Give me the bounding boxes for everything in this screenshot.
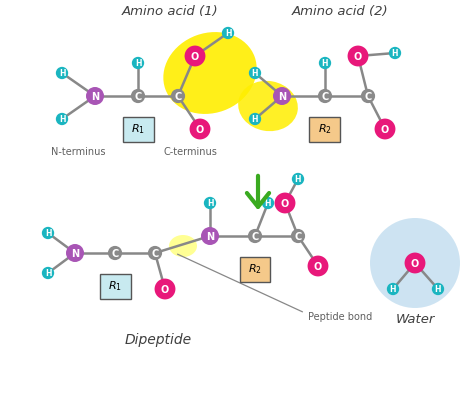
- Circle shape: [389, 48, 401, 60]
- Text: N-terminus: N-terminus: [51, 147, 105, 157]
- Circle shape: [42, 227, 54, 239]
- Text: O: O: [381, 125, 389, 135]
- Text: O: O: [196, 125, 204, 135]
- Circle shape: [370, 219, 460, 308]
- Text: H: H: [390, 285, 396, 294]
- Ellipse shape: [164, 33, 257, 115]
- Text: H: H: [252, 69, 258, 78]
- Text: H: H: [207, 199, 213, 208]
- Circle shape: [273, 88, 291, 106]
- Text: C: C: [321, 92, 328, 102]
- Text: Water: Water: [395, 313, 435, 326]
- Text: Amino acid (1): Amino acid (1): [122, 6, 219, 18]
- Circle shape: [347, 47, 368, 67]
- Circle shape: [432, 283, 444, 296]
- Circle shape: [292, 173, 304, 186]
- Circle shape: [171, 90, 185, 104]
- FancyBboxPatch shape: [310, 117, 340, 142]
- Text: O: O: [314, 261, 322, 271]
- Ellipse shape: [238, 82, 298, 132]
- Circle shape: [131, 90, 145, 104]
- Circle shape: [155, 279, 175, 300]
- Circle shape: [56, 68, 68, 80]
- Text: C-terminus: C-terminus: [163, 147, 217, 157]
- Circle shape: [66, 244, 84, 262]
- Text: H: H: [392, 49, 398, 59]
- Text: O: O: [354, 52, 362, 62]
- Circle shape: [201, 227, 219, 245]
- Text: N: N: [91, 92, 99, 102]
- Text: H: H: [59, 69, 65, 78]
- Text: $R_2$: $R_2$: [318, 122, 332, 136]
- Text: N: N: [278, 92, 286, 102]
- Circle shape: [249, 68, 261, 80]
- Circle shape: [42, 267, 54, 279]
- FancyBboxPatch shape: [122, 117, 154, 142]
- Text: H: H: [225, 29, 231, 38]
- FancyArrowPatch shape: [247, 176, 269, 207]
- Circle shape: [222, 28, 234, 40]
- Text: H: H: [322, 59, 328, 68]
- Circle shape: [274, 193, 295, 214]
- Text: H: H: [265, 199, 271, 208]
- Text: H: H: [59, 115, 65, 124]
- Ellipse shape: [169, 235, 197, 257]
- Text: H: H: [135, 59, 141, 68]
- Text: H: H: [45, 269, 51, 278]
- Circle shape: [148, 246, 162, 261]
- Circle shape: [204, 197, 216, 210]
- Text: C: C: [174, 92, 182, 102]
- Text: N: N: [71, 248, 79, 258]
- Circle shape: [308, 256, 328, 277]
- Text: N: N: [206, 231, 214, 241]
- Circle shape: [291, 229, 305, 243]
- Circle shape: [374, 119, 395, 140]
- Text: H: H: [295, 175, 301, 184]
- Text: C: C: [251, 231, 259, 241]
- Text: Dipeptide: Dipeptide: [125, 332, 191, 346]
- Circle shape: [184, 47, 205, 67]
- Text: O: O: [161, 284, 169, 294]
- Text: O: O: [281, 198, 289, 209]
- Text: C: C: [111, 248, 118, 258]
- Circle shape: [108, 246, 122, 261]
- Text: H: H: [45, 229, 51, 238]
- FancyBboxPatch shape: [239, 257, 271, 282]
- Text: $R_1$: $R_1$: [131, 122, 145, 136]
- Text: H: H: [252, 115, 258, 124]
- Circle shape: [387, 283, 399, 296]
- Text: $R_2$: $R_2$: [248, 261, 262, 275]
- Circle shape: [361, 90, 375, 104]
- Text: C: C: [151, 248, 159, 258]
- Circle shape: [86, 88, 104, 106]
- Circle shape: [248, 229, 262, 243]
- Text: C: C: [294, 231, 301, 241]
- Text: H: H: [435, 285, 441, 294]
- Text: $R_1$: $R_1$: [108, 278, 122, 292]
- Circle shape: [262, 197, 274, 210]
- Circle shape: [56, 113, 68, 126]
- Text: Peptide bond: Peptide bond: [308, 311, 372, 321]
- Circle shape: [319, 58, 331, 70]
- Circle shape: [318, 90, 332, 104]
- Text: O: O: [191, 52, 199, 62]
- Text: C: C: [134, 92, 142, 102]
- Text: C: C: [365, 92, 372, 102]
- Circle shape: [190, 119, 210, 140]
- Circle shape: [249, 113, 261, 126]
- Circle shape: [132, 58, 144, 70]
- FancyBboxPatch shape: [100, 274, 130, 299]
- Circle shape: [405, 253, 426, 274]
- Text: Amino acid (2): Amino acid (2): [292, 6, 388, 18]
- Text: O: O: [411, 258, 419, 268]
